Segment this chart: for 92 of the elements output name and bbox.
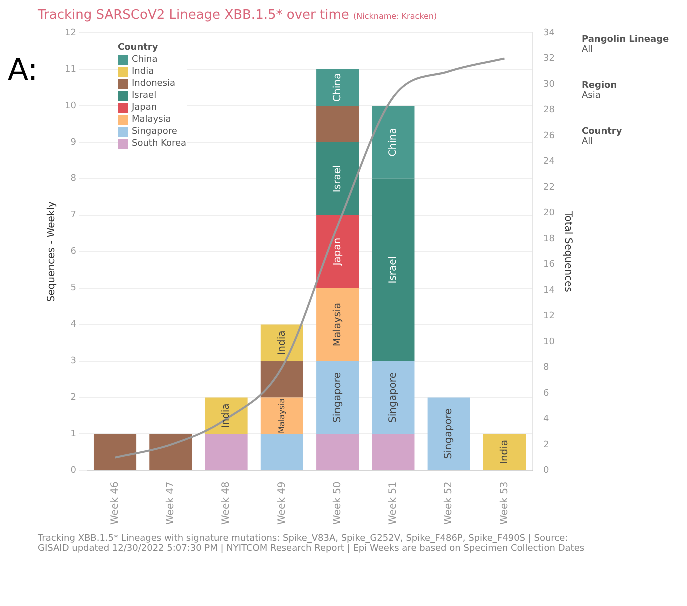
bar [260, 398, 304, 434]
y2-tick-label: 12 [544, 312, 555, 322]
y2-tick-label: 16 [544, 260, 556, 270]
y2-tick-label: 22 [544, 182, 555, 193]
bar [372, 178, 415, 362]
y2-tick-label: 6 [544, 388, 550, 399]
y-tick-label: 10 [65, 101, 77, 112]
text: Region [582, 81, 618, 91]
y2-tick-label: 0 [544, 466, 550, 476]
y-tick-label: 9 [70, 138, 77, 148]
text: China [332, 73, 344, 102]
bar [372, 361, 415, 434]
text: Tracking XBB.1.5* Lineages with signature mutations: Spike_V83A, Spike_G252V, Spike_F486P, Spike_F490S | Source: GISAID updated 12/30/2022 5:07:30 PM | NYITCOM Research Report | Epi Weeks are based on Specimen Collection Dates [38, 534, 586, 554]
legend-label: Indonesia [132, 79, 176, 89]
y2-tick-label: 18 [544, 234, 556, 244]
y2-tick-label: 24 [544, 157, 556, 168]
y2-tick-label: 20 [544, 208, 556, 219]
y2-tick-label: 8 [544, 363, 550, 374]
bar [316, 142, 360, 216]
y-tick-label: 4 [70, 320, 77, 330]
text: Singapore [332, 372, 344, 423]
x-tick-label: Week 47 [166, 482, 176, 526]
y-axis-title: Sequences - Weekly [46, 201, 58, 302]
text: A: [8, 53, 38, 88]
y2-tick-label: 14 [544, 286, 556, 296]
x-tick-label: Week 50 [332, 482, 344, 526]
y2-tick-label: 34 [544, 28, 556, 38]
bar [316, 215, 360, 288]
y2-tick-label: 30 [544, 80, 556, 90]
chart-title: Tracking SARSCoV2 Lineage XBB.1.5* over time [38, 8, 350, 23]
legend-label: Israel [132, 91, 157, 101]
legend-label: Singapore [132, 127, 178, 137]
bar [483, 434, 526, 470]
bar [316, 69, 360, 106]
bar [316, 361, 360, 434]
y2-tick-label: 2 [544, 440, 550, 450]
bar [428, 398, 470, 470]
y2-axis-title: Total Sequences [562, 210, 574, 292]
legend-label: South Korea [132, 139, 187, 149]
text: India [276, 330, 288, 356]
text: Pangolin Lineage [582, 35, 670, 45]
text: India [221, 404, 232, 428]
y2-tick-label: 26 [544, 131, 556, 142]
text: Japan [332, 238, 344, 266]
text: India [499, 440, 510, 464]
y-tick-label: 11 [65, 64, 76, 75]
x-tick-label: Week 53 [499, 482, 510, 526]
bar [150, 434, 192, 470]
text: Malaysia [277, 398, 286, 434]
y2-tick-label: 10 [544, 337, 556, 348]
chart-subtitle: (Nickname: Kracken) [354, 12, 438, 21]
y-tick-label: 1 [70, 430, 76, 440]
legend-label: Malaysia [132, 115, 172, 125]
bar [372, 434, 415, 470]
y-tick-label: 12 [65, 28, 76, 38]
y-tick-label: 2 [70, 393, 76, 404]
bar [316, 106, 360, 142]
x-tick-label: Week 46 [110, 482, 121, 526]
text: Asia [582, 91, 602, 101]
bar [260, 434, 304, 470]
legend-label: China [132, 55, 158, 65]
bar [94, 434, 137, 470]
text: All [582, 137, 594, 147]
text: All [582, 45, 594, 55]
text: Singapore [388, 372, 400, 423]
x-tick-label: Week 52 [444, 482, 455, 526]
y2-tick-label: 28 [544, 106, 556, 116]
y2-tick-label: 32 [544, 54, 555, 64]
text: China [388, 128, 400, 157]
bar [372, 106, 415, 179]
bar [260, 361, 304, 398]
y-tick-label: 3 [70, 356, 76, 367]
legend-label: India [132, 67, 154, 77]
bar [316, 434, 360, 470]
bar [316, 288, 360, 362]
legend-label: Japan [132, 103, 158, 113]
x-tick-label: Week 48 [221, 482, 232, 526]
y-tick-label: 6 [70, 247, 77, 258]
y-tick-label: 0 [70, 466, 77, 476]
text: Israel [332, 165, 344, 193]
y-tick-label: 5 [70, 284, 76, 294]
text: Malaysia [332, 302, 344, 347]
y-tick-label: 7 [70, 210, 76, 221]
text: Israel [388, 256, 400, 284]
bar [205, 434, 248, 470]
text: Singapore [444, 408, 455, 460]
y2-tick-label: 4 [544, 414, 550, 425]
x-tick-label: Week 51 [388, 482, 400, 526]
text: Country [582, 127, 624, 137]
y-tick-label: 8 [70, 174, 77, 184]
legend-title: Country [118, 43, 160, 53]
x-tick-label: Week 49 [276, 482, 288, 526]
